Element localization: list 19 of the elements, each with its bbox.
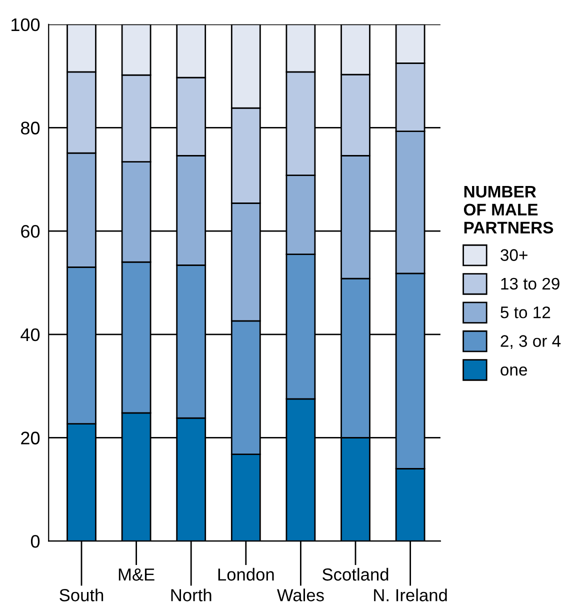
legend-label: one <box>500 366 528 376</box>
y-tick-label: 60 <box>21 225 40 238</box>
x-tick-label: N. Ireland <box>374 588 447 602</box>
y-tick-label: 80 <box>20 122 40 134</box>
y-tick-label: 20 <box>21 432 40 444</box>
x-tick-label: London <box>218 568 274 581</box>
y-tick-label: 0 <box>30 535 40 548</box>
legend-title: NUMBER OF MALE PARTNERS <box>464 186 554 234</box>
legend-label: 5 to 12 <box>500 306 550 318</box>
legend-label: 2, 3 or 4 <box>500 335 561 349</box>
x-tick-label: M&E <box>118 568 154 581</box>
y-tick-label: 100 <box>12 18 40 32</box>
x-tick-label: Wales <box>276 588 324 602</box>
x-tick-label: North <box>171 588 212 602</box>
x-tick-label: Scotland <box>322 568 388 581</box>
legend-label: 30+ <box>500 249 528 261</box>
x-tick-label: South <box>60 588 104 602</box>
legend-label: 13 to 29 <box>501 278 560 290</box>
y-tick-label: 40 <box>20 328 40 342</box>
